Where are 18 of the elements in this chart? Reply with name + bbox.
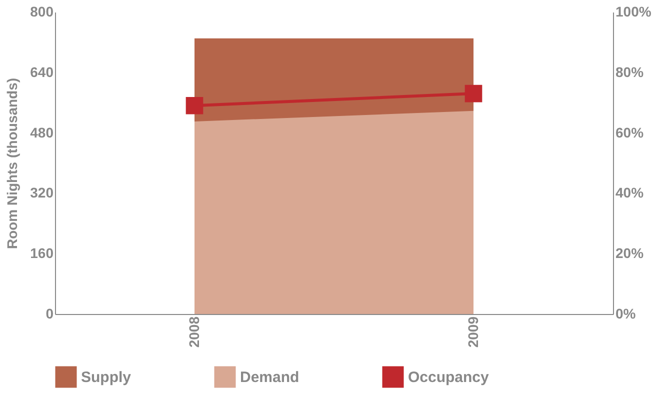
x-tick-label: 2008 bbox=[186, 316, 202, 348]
y-axis-title: Room Nights (thousands) bbox=[4, 78, 20, 250]
y-tick-label: 320 bbox=[30, 184, 54, 201]
legend-label: Supply bbox=[81, 369, 132, 386]
y-tick-label: 480 bbox=[30, 124, 54, 140]
y2-tick-label: 40% bbox=[616, 184, 644, 201]
x-tick-label: 2009 bbox=[465, 316, 481, 348]
y2-tick-label: 80% bbox=[616, 64, 644, 80]
legend-label: Demand bbox=[240, 369, 300, 386]
y-tick-label: 800 bbox=[30, 4, 54, 20]
y-tick-label: 0 bbox=[46, 306, 54, 322]
y-tick-label: 640 bbox=[30, 64, 54, 80]
y2-tick-label: 20% bbox=[616, 245, 644, 262]
legend-label: Occupancy bbox=[408, 369, 490, 386]
y2-tick-label: 100% bbox=[616, 4, 652, 20]
y2-tick-label: 0% bbox=[616, 306, 636, 322]
y2-tick-label: 60% bbox=[616, 124, 644, 140]
y-tick-label: 160 bbox=[30, 245, 54, 262]
